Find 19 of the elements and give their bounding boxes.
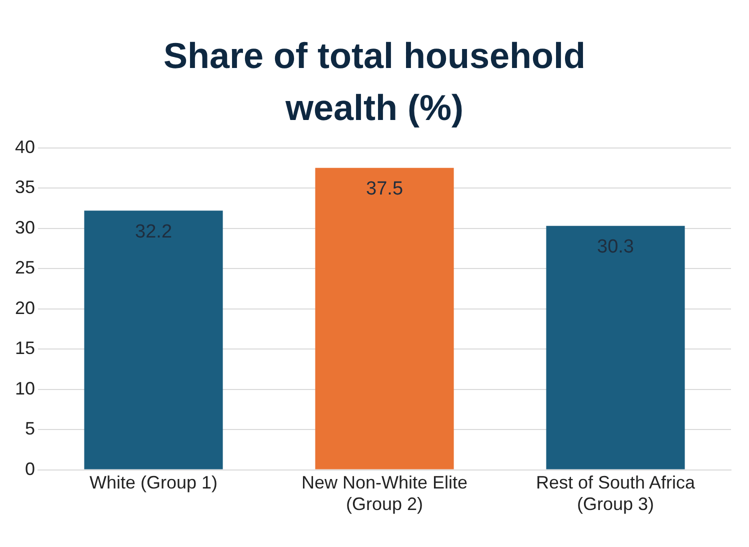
chart-title: Share of total household wealth (%) — [162, 34, 586, 130]
bar — [84, 210, 223, 470]
y-tick-label: 15 — [14, 338, 36, 358]
data-label: 30.3 — [597, 236, 634, 258]
y-tick-label: 20 — [14, 298, 36, 318]
y-tick-label: 30 — [14, 217, 36, 238]
data-label: 37.5 — [366, 178, 404, 200]
y-tick-label: 25 — [14, 258, 36, 278]
bar — [546, 226, 685, 470]
x-tick-label: New Non-White Elite (Group 2) — [301, 472, 468, 514]
y-tick-label: 0 — [25, 458, 36, 479]
y-tick-label: 35 — [14, 177, 36, 198]
x-tick-label: Rest of South Africa (Group 3) — [536, 472, 696, 514]
y-tick-label: 5 — [25, 418, 36, 439]
y-tick-label: 10 — [14, 378, 36, 398]
data-label: 32.2 — [135, 221, 172, 242]
bar — [315, 168, 454, 470]
y-tick-label: 40 — [14, 136, 36, 157]
x-tick-label: White (Group 1) — [89, 472, 218, 493]
